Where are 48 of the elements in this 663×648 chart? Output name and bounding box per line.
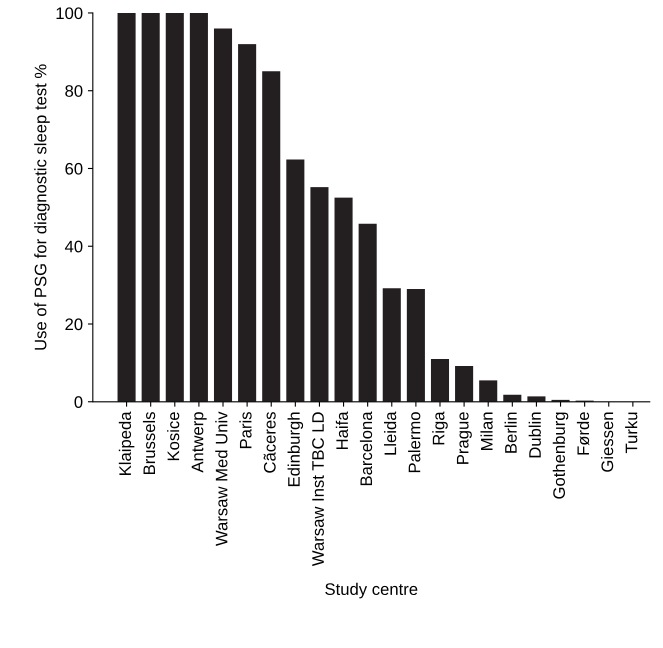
x-tick-label: Barcelona	[360, 411, 372, 486]
x-tick-label: Edinburgh	[288, 412, 304, 486]
bar	[503, 394, 522, 402]
x-tick-label: Kosice	[167, 412, 180, 460]
x-axis-title: Study centre	[325, 582, 418, 598]
x-tick-label: Gothenburg	[552, 412, 568, 499]
y-tick-label: 100	[56, 7, 82, 20]
x-tick-label: Cãceres	[264, 412, 276, 473]
x-tick-label: Brussels	[142, 412, 156, 474]
bar	[455, 366, 474, 402]
x-tick-label: Antwerp	[192, 412, 207, 473]
x-tick-label: Prague	[456, 412, 472, 464]
x-tick-label: Berlin	[504, 412, 517, 453]
x-tick-label: Warsaw Inst TBC LD	[312, 412, 324, 566]
bar	[190, 12, 208, 402]
x-tick-label: Giessen	[600, 412, 614, 472]
bar	[358, 224, 377, 402]
x-tick-label: Turku	[625, 412, 638, 454]
x-tick-label: Milan	[480, 412, 493, 450]
bar	[142, 12, 160, 402]
x-tick-label: Haifa	[336, 411, 348, 450]
bar	[286, 160, 304, 402]
bar	[479, 380, 498, 402]
x-tick-label: Paris	[239, 412, 252, 448]
bar	[334, 198, 353, 402]
y-tick-label: 40	[64, 240, 82, 252]
x-tick-label: Riga	[432, 411, 448, 444]
y-axis-title: Use of PSG for diagnostic sleep test %	[34, 64, 50, 350]
y-tick-label: 60	[65, 162, 82, 175]
y-tick-label: 0	[74, 396, 82, 408]
x-tick-label: Warsaw Med Univ	[215, 412, 228, 546]
bar	[382, 288, 401, 402]
x-tick-label: Lleida	[384, 411, 396, 455]
y-tick-label: 20	[65, 318, 82, 330]
x-tick-label: Palermo	[408, 412, 420, 472]
bar	[166, 12, 184, 402]
x-tick-label: Klaipeda	[118, 411, 134, 475]
bar	[310, 187, 328, 402]
x-tick-label: Dublin	[528, 412, 541, 458]
y-tick-label: 80	[65, 85, 82, 97]
bar	[527, 396, 546, 402]
x-tick-label: Førde	[576, 412, 590, 455]
bar	[238, 44, 256, 402]
bar	[214, 28, 232, 402]
bar	[262, 71, 280, 402]
bar	[406, 289, 425, 402]
bar	[430, 358, 450, 402]
bar	[118, 12, 136, 402]
